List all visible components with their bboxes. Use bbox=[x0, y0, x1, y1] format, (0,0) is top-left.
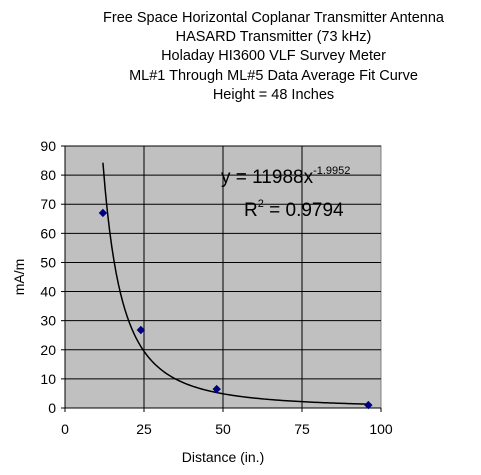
tick-labels: 0 25 50 75 100 0 10 20 30 40 50 60 70 80 90 bbox=[40, 138, 392, 437]
y-tick-label: 60 bbox=[40, 225, 56, 241]
y-tick-label: 90 bbox=[40, 138, 56, 154]
x-tick-label: 50 bbox=[215, 421, 231, 437]
chart-title-line-3: Holaday HI3600 VLF Survey Meter bbox=[161, 48, 386, 64]
x-tick-label: 100 bbox=[369, 421, 393, 437]
x-axis-label: Distance (in.) bbox=[182, 449, 264, 465]
y-tick-label: 80 bbox=[40, 167, 56, 183]
y-tick-label: 40 bbox=[40, 284, 56, 300]
y-tick-label: 30 bbox=[40, 313, 56, 329]
data-point bbox=[98, 208, 108, 218]
r-squared: R2 = 0.9794 bbox=[244, 198, 344, 221]
chart-title-line-5: Height = 48 Inches bbox=[212, 87, 335, 103]
x-tick-label: 75 bbox=[294, 421, 310, 437]
axes bbox=[61, 145, 382, 412]
chart-title-line-4: ML#1 Through ML#5 Data Average Fit Curve bbox=[129, 68, 418, 84]
fit-equation: y = 11988x-1.9952 bbox=[221, 165, 350, 188]
x-tick-label: 25 bbox=[136, 421, 152, 437]
y-tick-label: 20 bbox=[40, 342, 56, 358]
data-points bbox=[98, 208, 373, 410]
data-point bbox=[136, 325, 146, 335]
fit-curve bbox=[102, 162, 369, 405]
y-tick-label: 0 bbox=[48, 400, 56, 416]
chart-title-line-1: Free Space Horizontal Coplanar Transmitt… bbox=[103, 10, 444, 26]
x-tick-label: 0 bbox=[61, 421, 69, 437]
chart-title-line-2: HASARD Transmitter (73 kHz) bbox=[175, 29, 372, 45]
y-axis-label: mA/m bbox=[11, 259, 27, 296]
y-tick-label: 70 bbox=[40, 196, 56, 212]
y-tick-label: 50 bbox=[40, 254, 56, 270]
gridlines bbox=[65, 145, 381, 408]
y-tick-label: 10 bbox=[40, 371, 56, 387]
data-point bbox=[212, 384, 221, 394]
data-point bbox=[364, 400, 373, 410]
